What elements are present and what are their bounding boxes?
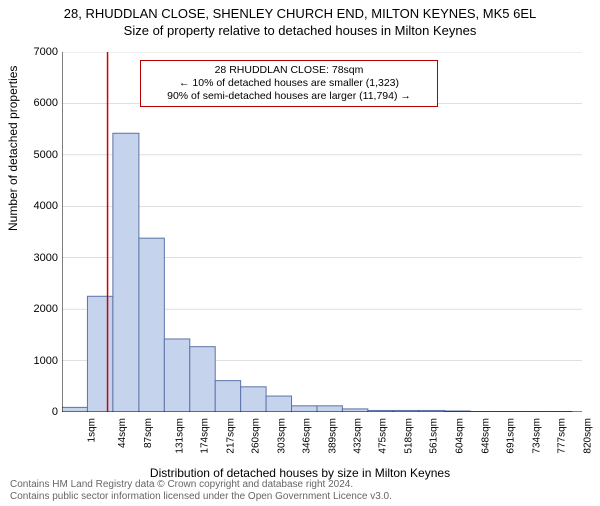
x-tick-label: 561sqm [429,418,440,454]
histogram-bar [266,396,291,412]
histogram-bar [164,339,189,412]
x-tick-label: 518sqm [403,418,414,454]
x-tick-label: 475sqm [378,418,389,454]
x-tick-label: 260sqm [251,418,262,454]
y-tick-label: 0 [52,406,58,418]
footer-line-1: Contains HM Land Registry data © Crown c… [10,479,392,491]
histogram-bar [241,387,266,412]
x-tick-label: 1sqm [86,418,97,442]
chart-area: 28 RHUDDLAN CLOSE: 78sqm← 10% of detache… [62,52,582,412]
histogram-bar [113,133,139,412]
x-tick-label: 777sqm [557,418,568,454]
y-tick-label: 4000 [34,200,58,212]
title-line-2: Size of property relative to detached ho… [0,23,600,38]
x-tick-label: 820sqm [582,418,593,454]
footer-attribution: Contains HM Land Registry data © Crown c… [10,479,392,502]
x-tick-label: 648sqm [480,418,491,454]
x-tick-label: 217sqm [225,418,236,454]
histogram-bar [62,407,87,412]
annotation-line: 90% of semi-detached houses are larger (… [147,90,431,103]
x-tick-label: 87sqm [143,418,154,448]
y-tick-label: 7000 [34,46,58,58]
y-tick-label: 5000 [34,149,58,161]
x-tick-label: 432sqm [353,418,364,454]
chart-titles: 28, RHUDDLAN CLOSE, SHENLEY CHURCH END, … [0,6,600,38]
histogram-bar [139,238,164,412]
histogram-bar [292,406,317,412]
x-axis-label: Distribution of detached houses by size … [0,466,600,480]
x-tick-label: 734sqm [531,418,542,454]
y-tick-label: 2000 [34,303,58,315]
x-tick-label: 44sqm [117,418,128,448]
x-tick-label: 389sqm [327,418,338,454]
title-line-1: 28, RHUDDLAN CLOSE, SHENLEY CHURCH END, … [0,6,600,21]
y-tick-label: 3000 [34,252,58,264]
histogram-bar [215,381,240,412]
histogram-bar [317,406,342,412]
y-axis-label: Number of detached properties [6,66,20,231]
x-tick-label: 691sqm [506,418,517,454]
x-tick-label: 174sqm [200,418,211,454]
annotation-box: 28 RHUDDLAN CLOSE: 78sqm← 10% of detache… [140,60,438,107]
histogram-bar [87,296,112,412]
y-tick-label: 6000 [34,97,58,109]
x-tick-label: 604sqm [454,418,465,454]
annotation-line: 28 RHUDDLAN CLOSE: 78sqm [147,64,431,77]
y-tick-label: 1000 [34,355,58,367]
histogram-bar [190,347,215,412]
x-tick-label: 303sqm [276,418,287,454]
annotation-line: ← 10% of detached houses are smaller (1,… [147,77,431,90]
x-tick-label: 346sqm [302,418,313,454]
x-tick-label: 131sqm [174,418,185,454]
footer-line-2: Contains public sector information licen… [10,491,392,503]
